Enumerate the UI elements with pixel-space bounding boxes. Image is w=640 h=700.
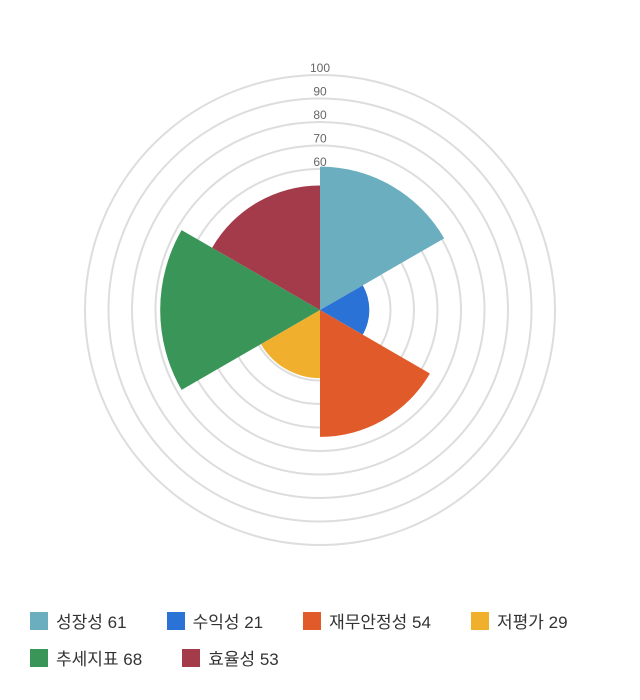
- legend-swatch: [30, 649, 48, 667]
- legend-label: 추세지표 68: [56, 645, 142, 670]
- legend-swatch: [167, 612, 185, 630]
- chart-svg: 60 70 80 90 100: [0, 0, 640, 560]
- legend-swatch: [303, 612, 321, 630]
- legend-swatch: [182, 649, 200, 667]
- segment-wedge: [320, 167, 444, 310]
- legend-item: 추세지표 68: [30, 645, 142, 670]
- tick-label: 90: [313, 85, 327, 99]
- legend-label: 성장성 61: [56, 608, 127, 633]
- legend-item: 성장성 61: [30, 608, 127, 633]
- tick-label: 80: [313, 108, 327, 122]
- legend-item: 재무안정성 54: [303, 608, 431, 633]
- chart-segments: [160, 167, 444, 437]
- tick-labels: 60 70 80 90 100: [310, 61, 330, 169]
- legend-label: 저평가 29: [497, 608, 568, 633]
- legend-label: 효율성 53: [208, 645, 279, 670]
- legend-item: 효율성 53: [182, 645, 279, 670]
- legend: 성장성 61 수익성 21 재무안정성 54 저평가 29 추세지표 68 효율성 53: [30, 608, 610, 670]
- tick-label: 70: [313, 132, 327, 146]
- legend-label: 재무안정성 54: [329, 608, 431, 633]
- legend-swatch: [471, 612, 489, 630]
- legend-swatch: [30, 612, 48, 630]
- legend-item: 저평가 29: [471, 608, 568, 633]
- polar-chart-container: 60 70 80 90 100 성장성 61 수익성 21 재무안정성 54 저평가 29 추세…: [0, 0, 640, 700]
- tick-label: 100: [310, 61, 330, 75]
- legend-item: 수익성 21: [167, 608, 264, 633]
- tick-label: 60: [313, 155, 327, 169]
- legend-label: 수익성 21: [193, 608, 264, 633]
- segment-wedge: [320, 310, 430, 437]
